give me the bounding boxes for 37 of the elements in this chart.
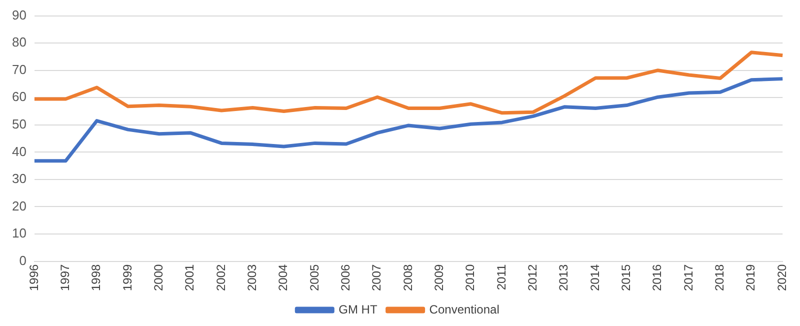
y-tick-label: 70 — [12, 62, 26, 77]
x-tick-label: 2008 — [400, 264, 415, 292]
x-tick-label: 2011 — [494, 264, 508, 290]
y-tick-label: 50 — [12, 116, 26, 132]
legend-label: Conventional — [429, 302, 500, 316]
y-tick-label: 90 — [12, 7, 26, 22]
x-tick-label: 2005 — [307, 264, 322, 292]
y-tick-label: 30 — [12, 171, 26, 186]
x-tick-label: 2002 — [214, 264, 228, 292]
x-tick-label: 2001 — [182, 264, 197, 292]
x-tick-label: 2019 — [744, 264, 758, 292]
x-tick-label: 2013 — [556, 264, 571, 292]
x-tick-label: 2009 — [432, 264, 446, 292]
x-tick-label: 1997 — [58, 264, 72, 292]
x-tick-label: 2015 — [619, 264, 634, 292]
y-tick-label: 20 — [12, 198, 26, 214]
x-tick-label: 1998 — [89, 264, 104, 292]
x-tick-label: 2000 — [151, 264, 166, 292]
x-tick-label: 2010 — [463, 264, 478, 292]
x-tick-label: 2016 — [650, 264, 664, 292]
x-tick-label: 1996 — [26, 264, 41, 292]
x-tick-label: 1999 — [120, 264, 134, 292]
y-tick-label: 10 — [12, 226, 26, 241]
x-tick-label: 2012 — [526, 264, 540, 292]
y-tick-label: 0 — [19, 252, 26, 268]
x-tick-label: 2018 — [712, 264, 727, 292]
x-tick-label: 2004 — [276, 264, 290, 292]
x-tick-label: 2020 — [774, 264, 789, 292]
x-tick-label: 2003 — [244, 264, 259, 292]
x-tick-label: 2007 — [370, 264, 384, 292]
y-tick-label: 40 — [12, 144, 26, 159]
legend-label: GM HT — [338, 302, 378, 316]
y-tick-label: 60 — [12, 89, 26, 104]
x-tick-label: 2006 — [338, 264, 352, 292]
x-tick-label: 2014 — [588, 264, 602, 292]
y-tick-label: 80 — [12, 34, 26, 50]
x-tick-label: 2017 — [681, 264, 696, 292]
